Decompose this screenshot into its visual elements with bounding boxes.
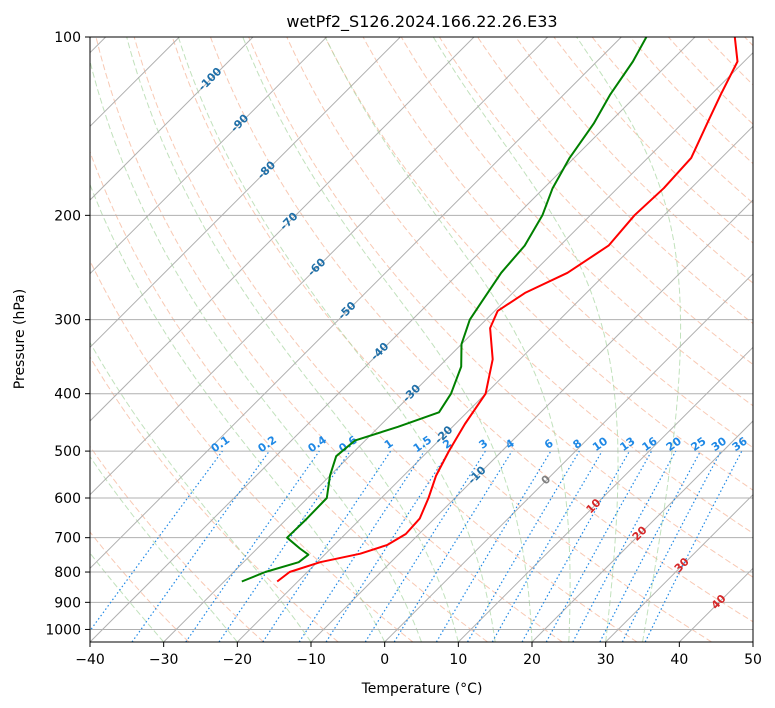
dry-adiabat <box>591 37 753 204</box>
dry-adiabat <box>286 37 753 534</box>
mixing-ratio-line <box>185 450 320 642</box>
dry-adiabat <box>324 37 753 491</box>
moist-adiabat <box>576 37 682 642</box>
y-tick-label: 300 <box>54 313 81 329</box>
mixing-ratio-label: 0.1 <box>209 433 232 455</box>
mixing-ratio-line <box>572 450 677 642</box>
dry-adiabat <box>90 356 339 642</box>
dry-adiabat <box>668 37 753 125</box>
dry-adiabat <box>400 37 753 407</box>
y-tick-label: 200 <box>54 208 81 224</box>
y-tick-label: 400 <box>54 387 81 403</box>
mixing-ratio-label: 3 <box>477 437 491 452</box>
moist-adiabat <box>90 183 386 642</box>
mixing-ratio-line <box>545 450 653 642</box>
mixing-ratio-line <box>466 450 580 642</box>
x-tick-label: −20 <box>223 652 253 668</box>
y-axis-title: Pressure (hPa) <box>12 289 28 389</box>
x-tick-label: 10 <box>449 652 467 668</box>
dry-adiabat <box>210 37 753 623</box>
moist-adiabat <box>324 37 571 642</box>
y-tick-label: 600 <box>54 491 81 507</box>
dry-adiabat <box>90 531 190 642</box>
chart-title: wetPf2_S126.2024.166.22.26.E33 <box>286 12 557 32</box>
isotherm-line <box>457 346 753 642</box>
dry-adiabat <box>515 37 753 284</box>
dry-adiabat <box>477 37 753 325</box>
dry-adiabat <box>706 37 753 86</box>
y-tick-label: 500 <box>54 444 81 460</box>
y-tick-label: 700 <box>54 531 81 547</box>
isotherm-line <box>236 125 753 642</box>
mixing-ratio-line <box>131 450 270 642</box>
isotherm-line <box>310 199 753 642</box>
plot-frame <box>89 36 754 643</box>
dry-adiabat <box>90 259 414 642</box>
x-tick-label: 40 <box>670 652 688 668</box>
isotherm-line <box>163 51 753 642</box>
dry-adiabat <box>95 37 563 642</box>
x-axis-title: Temperature (°C) <box>361 681 483 697</box>
y-tick-label: 900 <box>54 595 81 611</box>
isotherm-line <box>605 493 753 642</box>
isotherm-line <box>90 37 328 275</box>
x-tick-label: −30 <box>149 652 179 668</box>
moist-adiabat <box>90 341 312 642</box>
mixing-ratio-label: 0.4 <box>306 433 330 455</box>
dry-adiabat <box>629 37 753 165</box>
x-tick-label: 50 <box>744 652 762 668</box>
mixing-ratio-label: 1.5 <box>411 433 434 455</box>
mixing-ratio-line <box>644 450 743 642</box>
isotherm-line <box>90 37 401 349</box>
y-tick-label: 1000 <box>45 622 81 638</box>
y-tick-label: 100 <box>54 30 81 46</box>
mixing-ratio-line <box>90 450 223 632</box>
isotherm-line <box>90 37 622 570</box>
dry-adiabat <box>90 150 488 642</box>
isotherm-line <box>678 567 753 642</box>
mixing-ratio-line <box>521 450 631 642</box>
mixing-ratio-line <box>262 450 392 642</box>
moist-adiabat <box>90 59 422 642</box>
mixing-ratio-line <box>218 450 351 642</box>
mixing-ratio-label: 0.2 <box>256 433 279 455</box>
dry-adiabat <box>133 37 638 642</box>
moist-adiabat <box>90 455 238 642</box>
mixing-ratio-line <box>435 450 552 642</box>
moist-adiabat <box>242 37 533 642</box>
dewpoint-profile-line <box>241 37 648 583</box>
x-tick-label: 20 <box>523 652 541 668</box>
isotherm-line <box>531 420 753 642</box>
dry-adiabat <box>438 37 753 366</box>
x-tick-label: 0 <box>380 652 389 668</box>
y-tick-label: 800 <box>54 565 81 581</box>
dry-adiabat <box>744 37 753 47</box>
moist-adiabat <box>432 37 619 642</box>
mixing-ratio-line <box>325 450 450 642</box>
axis-ticks: −40 −30 −20 −10 0 10 20 30 40 5010020030040050060… <box>45 30 762 668</box>
isotherm-line <box>90 37 696 642</box>
mixing-ratio-label: 6 <box>542 437 556 452</box>
isotherm-line <box>90 37 549 496</box>
moist-adiabat <box>126 37 459 642</box>
isotherm-line <box>90 37 475 422</box>
moist-adiabat <box>177 37 496 642</box>
dry-adiabat <box>248 37 753 578</box>
mixing-ratio-line <box>393 450 513 642</box>
dry-adiabat <box>553 37 753 244</box>
plot-area: 0.1 0.2 0.4 0.6 1 1.5 2 3 4 6 8 10 13 16 20 25 30 36-100-… <box>90 37 753 642</box>
x-tick-label: 30 <box>597 652 615 668</box>
x-tick-label: −40 <box>75 652 105 668</box>
dry-adiabat <box>90 445 264 642</box>
x-tick-label: −10 <box>296 652 326 668</box>
mixing-ratio-line <box>298 450 425 642</box>
temperature-profile-line <box>276 37 739 583</box>
isotherm-line <box>752 641 753 642</box>
isotherm-line <box>384 272 753 642</box>
isotherm-line <box>90 37 254 201</box>
